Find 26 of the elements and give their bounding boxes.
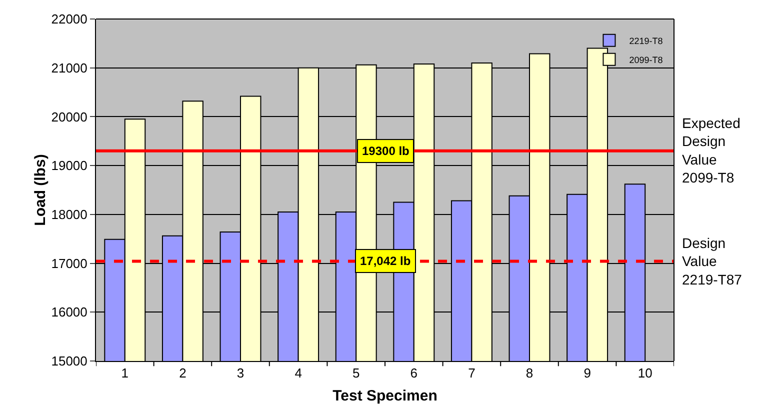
x-tick-label: 10 bbox=[638, 366, 652, 381]
ref-line-label: 17,042 lb bbox=[360, 254, 411, 268]
y-tick-label: 17000 bbox=[51, 256, 88, 271]
y-tick-label: 21000 bbox=[51, 60, 88, 76]
y-axis-title: Load (lbs) bbox=[32, 154, 50, 226]
y-tick-label: 18000 bbox=[51, 206, 88, 222]
y-tick-label: 16000 bbox=[51, 304, 88, 320]
y-tick-label: 22000 bbox=[51, 12, 88, 27]
x-tick-label: 6 bbox=[410, 366, 418, 381]
text: Design Value 2219-T87 bbox=[682, 235, 742, 288]
legend-label: 2099-T8 bbox=[629, 54, 663, 65]
y-tick-label: 20000 bbox=[51, 109, 88, 124]
x-tick-label: 3 bbox=[236, 366, 244, 381]
x-tick-label: 7 bbox=[468, 366, 476, 381]
x-tick-label: 8 bbox=[526, 366, 534, 381]
x-tick-label: 9 bbox=[584, 366, 591, 381]
y-tick-label: 19000 bbox=[51, 158, 88, 174]
y-tick-label: 15000 bbox=[51, 354, 88, 369]
legend-label: 2219-T8 bbox=[629, 36, 663, 46]
x-tick-label: 1 bbox=[121, 366, 129, 381]
x-tick-label: 5 bbox=[352, 366, 360, 381]
x-axis-title: Test Specimen bbox=[332, 388, 438, 405]
x-tick-label: 2 bbox=[179, 366, 186, 381]
text: Expected Design Value 2099-T8 bbox=[682, 115, 740, 186]
x-tick-label: 4 bbox=[294, 366, 302, 381]
ref-line-label: 19300 lb bbox=[362, 144, 410, 158]
